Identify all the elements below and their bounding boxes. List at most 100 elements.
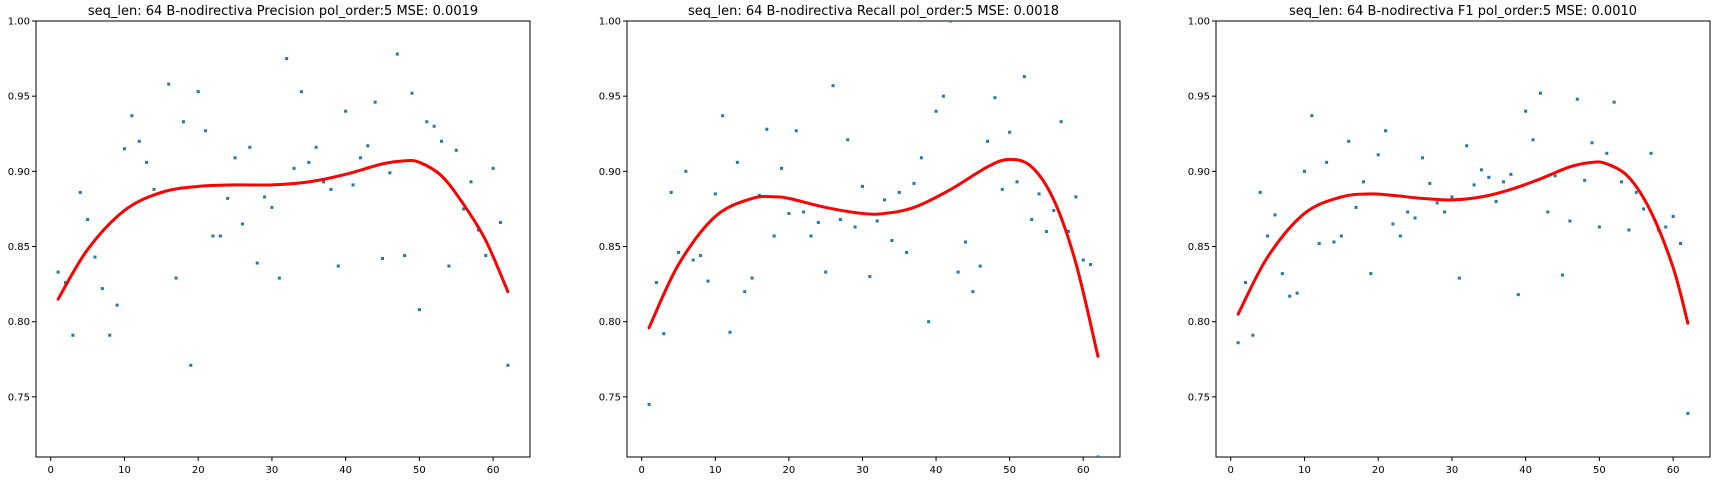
x-tick-label: 50 — [1593, 465, 1606, 476]
data-point — [447, 264, 451, 268]
data-point — [986, 139, 990, 143]
data-point — [440, 139, 444, 143]
data-point — [654, 281, 658, 285]
y-tick-label: 0.85 — [599, 242, 621, 253]
data-point — [1546, 210, 1550, 214]
data-point — [381, 257, 385, 261]
data-point — [647, 402, 651, 406]
data-point — [410, 91, 414, 95]
data-point — [1568, 219, 1572, 223]
y-tick-label: 1.00 — [599, 17, 621, 28]
x-tick-label: 0 — [639, 465, 645, 476]
data-point — [1243, 281, 1247, 285]
x-tick-label: 30 — [266, 465, 279, 476]
data-point — [677, 251, 681, 255]
x-tick-label: 10 — [118, 465, 131, 476]
data-point — [1538, 91, 1542, 95]
x-tick-label: 0 — [1228, 465, 1234, 476]
data-point — [883, 198, 887, 202]
data-point — [152, 187, 156, 191]
data-point — [358, 156, 362, 160]
data-point — [130, 114, 134, 118]
data-point — [292, 166, 296, 170]
data-point — [824, 270, 828, 274]
data-point — [941, 94, 945, 98]
data-point — [299, 90, 303, 94]
y-tick-label: 0.95 — [599, 92, 621, 103]
data-point — [743, 290, 747, 294]
chart-recall: seq_len: 64 B-nodirectiva Recall pol_ord… — [599, 4, 1121, 476]
data-point — [1317, 242, 1321, 246]
data-point — [912, 181, 916, 185]
data-point — [417, 308, 421, 312]
data-point — [248, 145, 252, 149]
data-point — [167, 82, 171, 86]
data-point — [137, 139, 141, 143]
data-point — [816, 220, 820, 224]
data-point — [233, 156, 237, 160]
y-tick-label: 0.75 — [599, 392, 621, 403]
data-point — [218, 234, 222, 238]
y-tick-label: 0.90 — [8, 167, 30, 178]
x-tick-label: 30 — [1446, 465, 1459, 476]
data-point — [1022, 75, 1026, 79]
data-point — [868, 275, 872, 279]
data-point — [255, 261, 259, 265]
data-point — [314, 145, 318, 149]
chart-precision: seq_len: 64 B-nodirectiva Precision pol_… — [8, 4, 531, 476]
data-point — [1037, 192, 1041, 196]
data-point — [890, 239, 894, 243]
data-point — [1236, 341, 1240, 345]
data-point — [115, 303, 119, 307]
y-tick-label: 1.00 — [8, 17, 30, 28]
fit-curve — [1236, 160, 1690, 325]
data-point — [1059, 120, 1063, 124]
data-point — [765, 127, 769, 131]
y-tick-label: 0.80 — [8, 317, 30, 328]
data-point — [108, 333, 112, 337]
y-tick-label: 0.75 — [1188, 392, 1210, 403]
data-point — [1561, 273, 1565, 277]
data-point — [1384, 129, 1388, 133]
data-point — [145, 160, 149, 164]
data-point — [1465, 144, 1469, 148]
data-point — [1450, 195, 1454, 199]
data-point — [425, 120, 429, 124]
data-point — [1612, 100, 1616, 104]
data-point — [226, 196, 230, 200]
data-point — [285, 57, 289, 61]
data-point — [1524, 109, 1528, 113]
data-point — [1627, 228, 1631, 232]
data-point — [905, 251, 909, 255]
x-tick-label: 40 — [339, 465, 352, 476]
data-point — [1642, 207, 1646, 211]
x-tick-label: 60 — [487, 465, 500, 476]
data-point — [1634, 190, 1638, 194]
data-point — [344, 109, 348, 113]
data-point — [978, 264, 982, 268]
y-tick-label: 0.90 — [1188, 167, 1210, 178]
data-point — [713, 192, 717, 196]
data-point — [728, 330, 732, 334]
data-point — [684, 169, 688, 173]
data-point — [1339, 234, 1343, 238]
data-point — [93, 255, 97, 259]
data-point — [1369, 272, 1373, 276]
x-tick-label: 50 — [1003, 465, 1016, 476]
data-point — [860, 184, 864, 188]
x-tick-label: 30 — [856, 465, 869, 476]
data-points — [56, 52, 510, 367]
data-point — [351, 183, 355, 187]
data-point — [100, 287, 104, 291]
plot-frame — [1215, 20, 1711, 458]
data-point — [662, 332, 666, 336]
data-point — [956, 270, 960, 274]
data-point — [1664, 225, 1668, 229]
data-point — [1266, 234, 1270, 238]
data-point — [1428, 181, 1432, 185]
y-tick-label: 0.90 — [599, 167, 621, 178]
y-tick-label: 1.00 — [1188, 17, 1210, 28]
data-point — [1354, 205, 1358, 209]
data-point — [1553, 174, 1557, 178]
data-point — [336, 264, 340, 268]
